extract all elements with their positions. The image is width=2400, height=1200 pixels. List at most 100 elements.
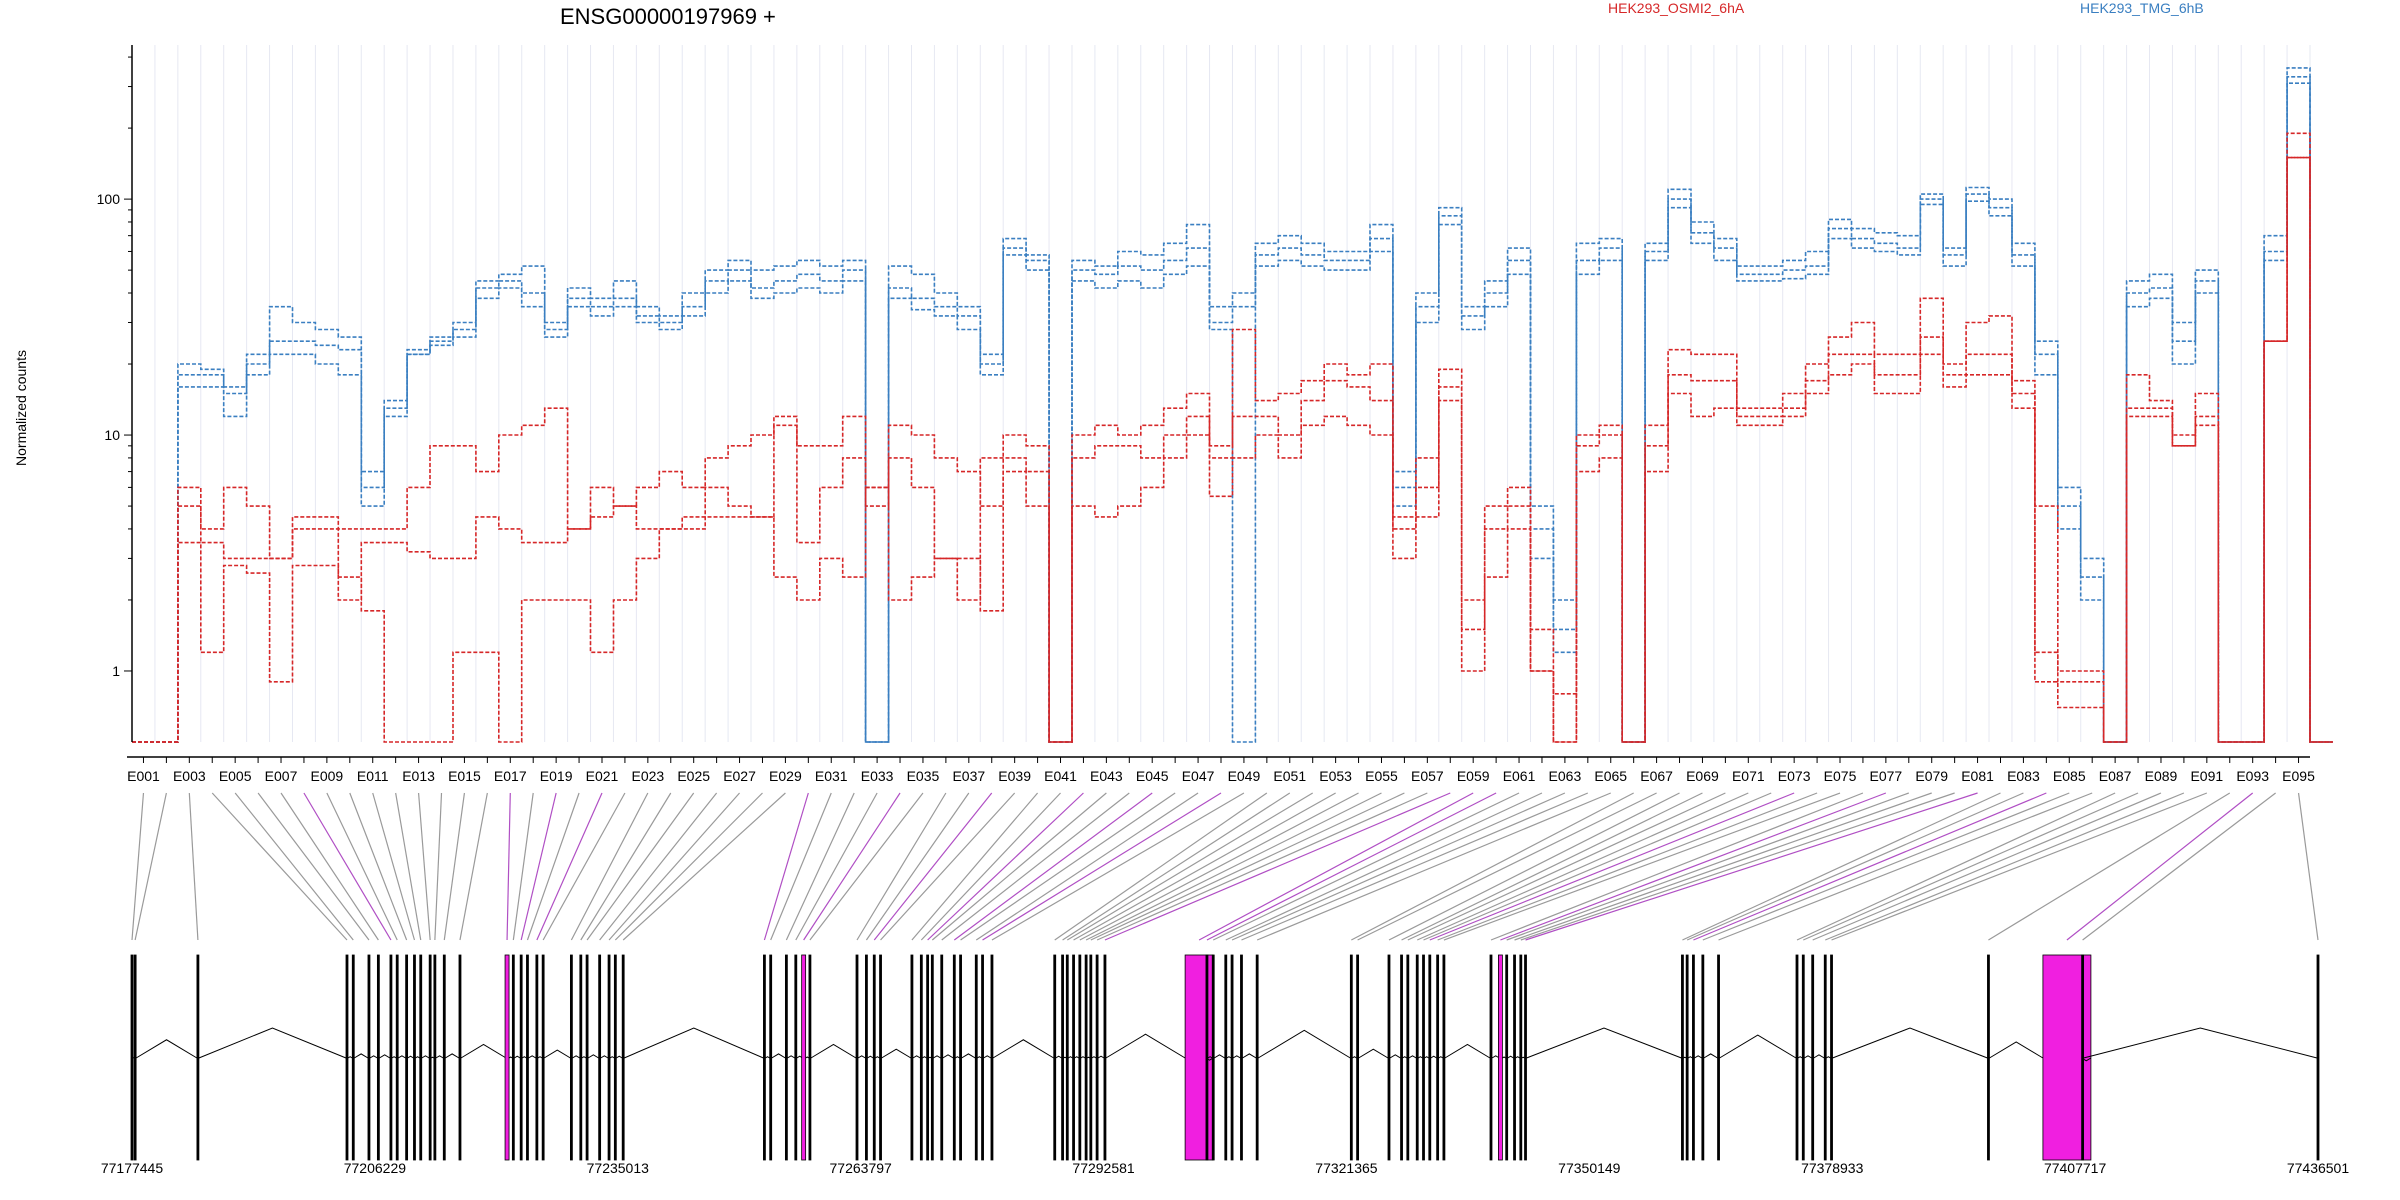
connector-line (1054, 792, 1268, 941)
exon-label: E003 (173, 768, 206, 784)
exon-label: E039 (998, 768, 1031, 784)
connector-line (580, 792, 672, 941)
connector-line (1351, 792, 1634, 941)
genome-tick-label: 77350149 (1558, 1160, 1621, 1176)
exon-label: E093 (2236, 768, 2269, 784)
connector-line (1256, 792, 1611, 941)
connector-line (1520, 792, 1955, 941)
intron-line (1232, 1055, 1241, 1059)
connector-line (763, 792, 809, 941)
exon-block (990, 954, 994, 1161)
exon-block (926, 954, 930, 1161)
intron-line (1687, 1056, 1693, 1059)
exon-block (1801, 954, 1805, 1161)
connector-line (526, 792, 580, 941)
y-axis: 1 10 100 (97, 45, 133, 742)
connector-line (586, 792, 695, 941)
exon-block (376, 954, 380, 1161)
exon-label: E031 (815, 768, 848, 784)
intron-line (955, 1056, 960, 1059)
intron-line (587, 1054, 599, 1059)
connector-line (303, 792, 392, 941)
y-tick-label: 1 (112, 663, 120, 679)
intron-line (922, 1056, 927, 1059)
exon-block (2081, 954, 2085, 1161)
intron-line (961, 1053, 976, 1059)
connector-line (599, 792, 718, 941)
connector-line (1702, 792, 2070, 941)
intron-line (1097, 1055, 1105, 1059)
y-tick-label: 100 (97, 191, 121, 207)
connector-line (1803, 792, 2139, 941)
connector-line (134, 792, 167, 941)
exon-block (763, 954, 766, 1161)
intron-line (1521, 1056, 1525, 1059)
exon-label: E015 (448, 768, 481, 784)
genome-tick-label: 77407717 (2044, 1160, 2107, 1176)
connector-line (873, 792, 993, 941)
connector-line (1718, 792, 2093, 941)
exon-label: E021 (586, 768, 619, 784)
intron-line (810, 1043, 857, 1059)
intron-line (616, 1055, 623, 1059)
intron-line (1502, 1056, 1506, 1059)
connector-line (770, 792, 832, 941)
connector-line (326, 792, 398, 941)
intron-line (1389, 1054, 1401, 1059)
exon-block (1830, 954, 1833, 1161)
intron-line (1226, 1056, 1232, 1059)
connector-line (785, 792, 855, 941)
connector-line (211, 792, 348, 941)
intron-line (1719, 1034, 1797, 1059)
intron-line (435, 1055, 444, 1059)
intron-line (1207, 1056, 1213, 1059)
connector-line (280, 792, 379, 941)
exon-block (1211, 954, 1215, 1161)
intron-line (983, 1055, 992, 1059)
exon-block (1442, 954, 1446, 1161)
genome-tick-label: 77263797 (830, 1160, 893, 1176)
genome-tick-label: 77321365 (1315, 1160, 1378, 1176)
intron-line (1797, 1056, 1803, 1059)
exon-block (1078, 954, 1082, 1161)
exon-block (1717, 954, 1720, 1161)
genome-tick-label: 77292581 (1072, 1160, 1135, 1176)
exon-block (569, 954, 573, 1161)
connector-line (1206, 792, 1497, 941)
connector-line (512, 792, 534, 941)
exon-block (1489, 954, 1493, 1161)
connector-line (2297, 792, 2319, 941)
exon-block (865, 954, 868, 1161)
exon-block (959, 954, 962, 1161)
exon-label: E071 (1732, 768, 1765, 784)
exon-block (1415, 954, 1419, 1161)
exon-grid (131, 45, 2311, 742)
exon-block (1095, 954, 1099, 1161)
connector-line (1241, 792, 1589, 941)
intron-line (1358, 1048, 1389, 1059)
intron-line (354, 1053, 369, 1059)
intron-line (1242, 1053, 1257, 1059)
series-line-4 (132, 156, 2333, 743)
genome-tick-label: 77206229 (344, 1160, 407, 1176)
connector-line (1682, 792, 2001, 941)
exon-label: E069 (1686, 768, 1719, 784)
intron-line (1086, 1056, 1091, 1059)
connector-line (1831, 792, 2208, 941)
genome-tick-label: 77235013 (587, 1160, 650, 1176)
exon-block (1205, 954, 1209, 1161)
intron-line (1068, 1056, 1073, 1059)
exon-label: E067 (1640, 768, 1673, 784)
connector-line (434, 792, 443, 941)
exon-block (1811, 954, 1815, 1161)
intron-line (1515, 1056, 1521, 1059)
exon-block (1400, 954, 1403, 1161)
connector-line (608, 792, 740, 941)
connector-line (803, 792, 901, 941)
intron-line (347, 1056, 353, 1059)
exon-block (1103, 954, 1107, 1161)
exon-label: E061 (1503, 768, 1536, 784)
exon-block (1987, 954, 1990, 1161)
exon-block (458, 954, 462, 1161)
